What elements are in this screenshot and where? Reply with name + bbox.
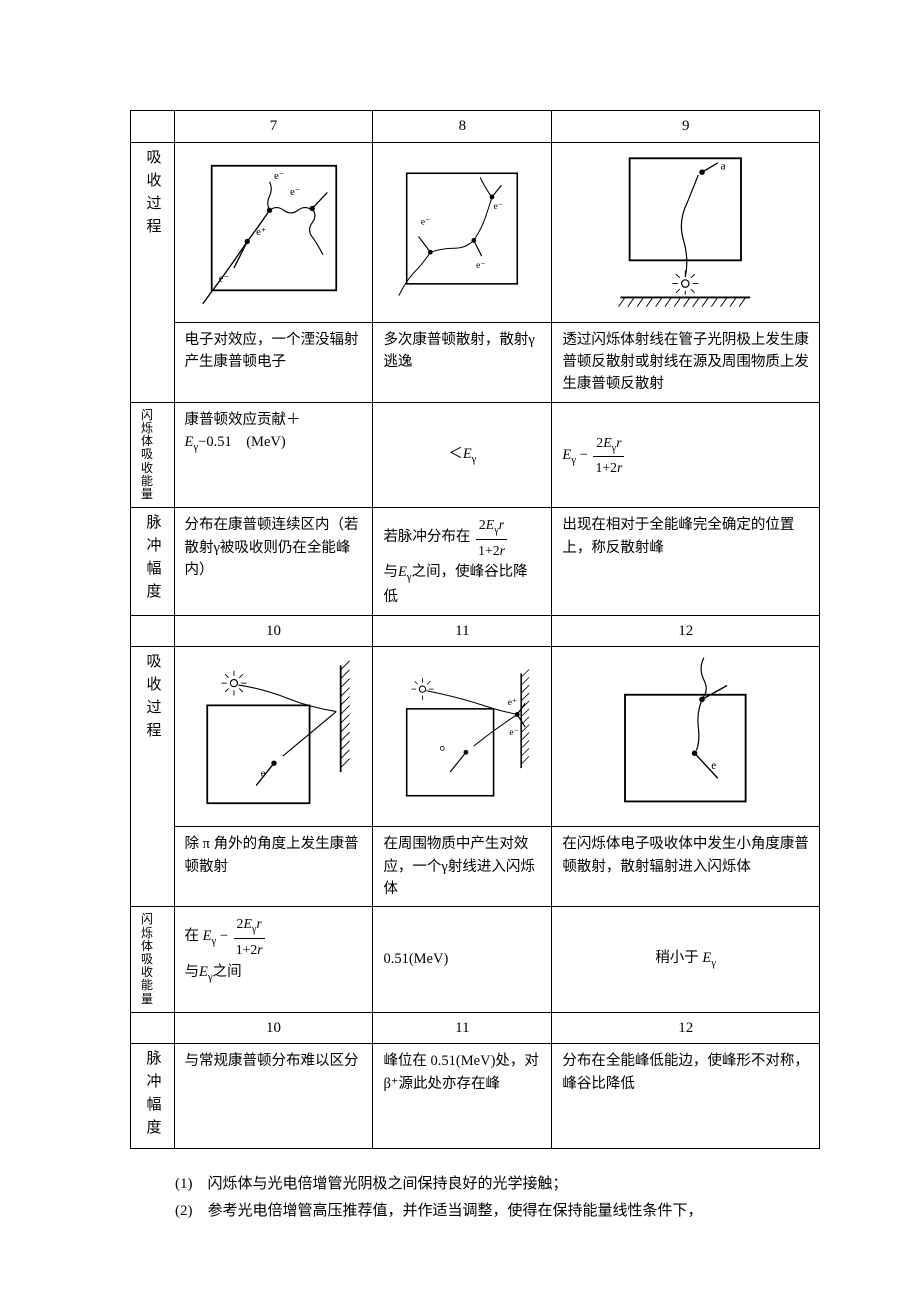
diagram-7: e⁺ e⁻ e⁻ e⁻ xyxy=(174,142,373,322)
svg-text:e⁻: e⁻ xyxy=(510,728,519,738)
svg-text:e⁻: e⁻ xyxy=(494,201,503,211)
col-header-10: 10 xyxy=(174,615,373,647)
col-header-10b: 10 xyxy=(174,1012,373,1044)
col-header-7: 7 xyxy=(174,111,373,143)
note-1: (1) 闪烁体与光电倍增管光阴极之间保持良好的光学接触； xyxy=(160,1171,820,1198)
col-header-11: 11 xyxy=(373,615,552,647)
rowlabel-spacer xyxy=(131,111,175,143)
pulse-12: 分布在全能峰低能边，使峰形不对称，峰谷比降低 xyxy=(552,1044,820,1149)
col-header-12: 12 xyxy=(552,615,820,647)
svg-text:e⁻: e⁻ xyxy=(477,261,486,271)
diagram-8: e⁻ e⁻ e⁻ xyxy=(373,142,552,322)
energy-11: 0.51(MeV) xyxy=(373,907,552,1012)
desc-8: 多次康普顿散射，散射γ逃逸 xyxy=(373,322,552,402)
rowlabel-energy-top: 闪烁体吸收能量 xyxy=(131,402,175,507)
diagram-12: e xyxy=(552,647,820,827)
rowlabel-pulse-bot: 脉冲幅度 xyxy=(131,1044,175,1149)
diagram-9: a xyxy=(552,142,820,322)
rowlabel-energy-mid: 闪烁体吸收能量 xyxy=(131,907,175,1012)
energy-8: ＜Eγ xyxy=(373,402,552,507)
pulse-10: 与常规康普顿分布难以区分 xyxy=(174,1044,373,1149)
physics-table: 7 8 9 吸收过程 e⁺ e⁻ e⁻ e⁻ xyxy=(130,110,820,1149)
col-header-11b: 11 xyxy=(373,1012,552,1044)
pulse-11: 峰位在 0.51(MeV)处，对β⁺源此处亦存在峰 xyxy=(373,1044,552,1149)
col-header-8: 8 xyxy=(373,111,552,143)
diagram-10: e xyxy=(174,647,373,827)
energy-9: Eγ − 2Eγr1+2r xyxy=(552,402,820,507)
rowlabel-process-mid: 吸收过程 xyxy=(131,647,175,907)
col-header-12b: 12 xyxy=(552,1012,820,1044)
svg-text:e⁺: e⁺ xyxy=(508,698,517,708)
svg-text:e: e xyxy=(712,760,717,772)
desc-12: 在闪烁体电子吸收体中发生小角度康普顿散射，散射辐射进入闪烁体 xyxy=(552,827,820,907)
pulse-9: 出现在相对于全能峰完全确定的位置上，称反散射峰 xyxy=(552,508,820,615)
pulse-7: 分布在康普顿连续区内（若散射γ被吸收则仍在全能峰内） xyxy=(174,508,373,615)
pulse-8: 若脉冲分布在 2Eγr1+2r与Eγ之间，使峰谷比降低 xyxy=(373,508,552,615)
note-2: (2) 参考光电倍增管高压推荐值，并作适当调整，使得在保持能量线性条件下， xyxy=(160,1198,820,1225)
footnotes: (1) 闪烁体与光电倍增管光阴极之间保持良好的光学接触； (2) 参考光电倍增管… xyxy=(130,1171,820,1225)
desc-9: 透过闪烁体射线在管子光阴极上发生康普顿反散射或射线在源及周围物质上发生康普顿反散… xyxy=(552,322,820,402)
col-header-9: 9 xyxy=(552,111,820,143)
energy-7: 康普顿效应贡献＋Eγ−0.51 (MeV) xyxy=(174,402,373,507)
svg-text:e⁻: e⁻ xyxy=(273,170,284,182)
diagram-11: e⁺ e⁻ xyxy=(373,647,552,827)
desc-10: 除 π 角外的角度上发生康普顿散射 xyxy=(174,827,373,907)
svg-text:e: e xyxy=(260,768,265,780)
svg-text:e⁺: e⁺ xyxy=(256,226,267,238)
rowlabel-pulse-top: 脉冲幅度 xyxy=(131,508,175,615)
svg-text:e⁻: e⁻ xyxy=(218,272,229,284)
desc-11: 在周围物质中产生对效应，一个γ射线进入闪烁体 xyxy=(373,827,552,907)
svg-text:a: a xyxy=(721,160,726,172)
svg-text:e⁻: e⁻ xyxy=(289,186,300,198)
rowlabel-spacer-bot xyxy=(131,1012,175,1044)
desc-7: 电子对效应，一个湮没辐射产生康普顿电子 xyxy=(174,322,373,402)
energy-12: 稍小于 Eγ xyxy=(552,907,820,1012)
svg-text:e⁻: e⁻ xyxy=(421,217,430,227)
rowlabel-process-top: 吸收过程 xyxy=(131,142,175,402)
rowlabel-spacer-mid xyxy=(131,615,175,647)
energy-10: 在 Eγ − 2Eγr1+2r与Eγ之间 xyxy=(174,907,373,1012)
